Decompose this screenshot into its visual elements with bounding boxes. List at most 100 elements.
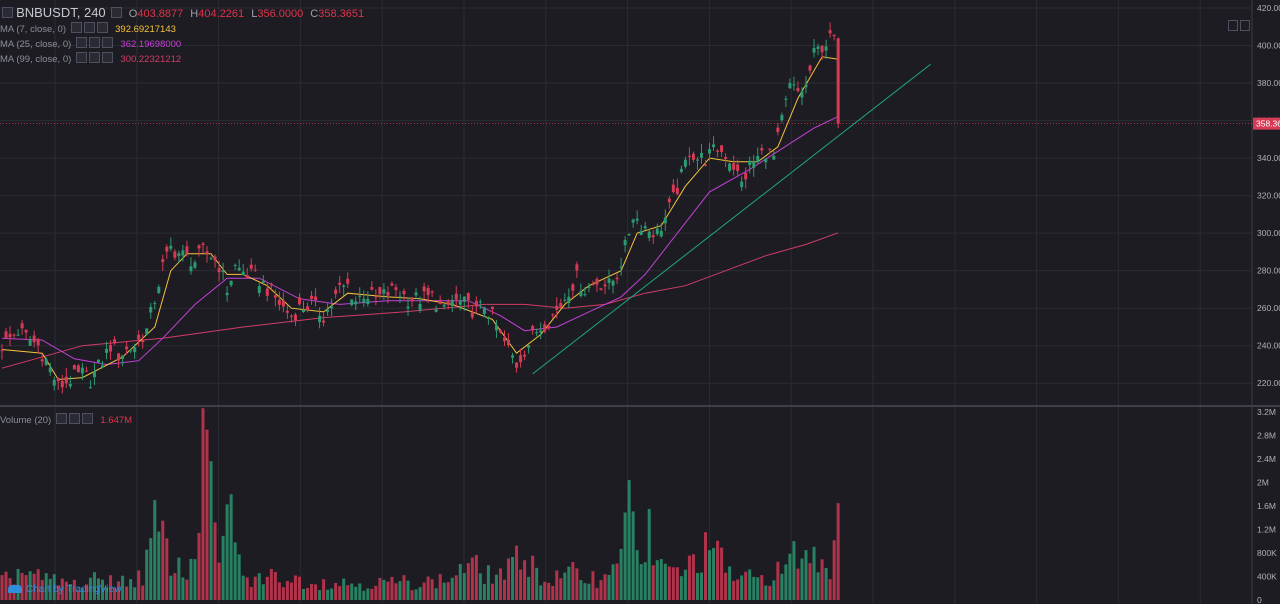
candle-body (724, 157, 728, 160)
volume-bar (820, 559, 824, 600)
settings-icon[interactable] (89, 52, 101, 63)
candle-body (338, 282, 342, 285)
volume-bar (306, 587, 310, 600)
volume-bar (64, 581, 68, 600)
volume-bar (297, 576, 301, 600)
volume-bar (88, 577, 92, 600)
price-tick-label: 380.00 (1257, 78, 1280, 88)
minimize-icon[interactable] (1240, 20, 1250, 31)
candle-body (511, 355, 515, 358)
volume-bar (667, 566, 671, 600)
candle-body (398, 296, 402, 298)
volume-bar (229, 494, 233, 600)
volume-bar (80, 588, 84, 600)
volume-bar (52, 574, 56, 600)
volume-bar (374, 585, 378, 600)
volume-bar (137, 570, 141, 600)
candle-body (643, 226, 647, 229)
volume-bar (390, 576, 394, 600)
candle-body (551, 314, 555, 316)
candle-body (358, 295, 362, 297)
volume-bar (462, 573, 466, 600)
candle-body (209, 258, 213, 260)
candle-body (503, 337, 506, 342)
maximize-icon[interactable] (1228, 20, 1238, 31)
volume-bar (177, 557, 181, 600)
close-icon[interactable] (82, 413, 94, 424)
volume-bar (498, 568, 502, 600)
eye-icon[interactable] (76, 37, 88, 48)
volume-bar (792, 541, 796, 600)
candle-body (595, 279, 599, 285)
volume-tick-label: 1.6M (1257, 501, 1276, 511)
ma7-legend: MA (7, close, 0) 392.69217143 (0, 22, 176, 37)
eye-icon[interactable] (71, 22, 83, 33)
settings-icon[interactable] (84, 22, 96, 33)
volume-bar (225, 504, 229, 600)
volume-bar (539, 585, 543, 600)
volume-bar (56, 585, 60, 600)
candle-body (639, 231, 643, 236)
candle-body (498, 330, 502, 333)
volume-bar (442, 582, 446, 600)
volume-bar (507, 558, 511, 600)
volume-bar (310, 584, 314, 600)
candle-body (137, 334, 141, 340)
settings-icon[interactable] (69, 413, 81, 424)
volume-bar (402, 575, 406, 600)
candle-body (153, 303, 157, 305)
candle-body (764, 158, 768, 163)
last-price-badge (1253, 117, 1280, 130)
close-icon[interactable] (102, 37, 114, 48)
candle-body (32, 335, 36, 343)
candle-body (201, 243, 205, 246)
candle-body (587, 286, 591, 288)
candle-body (740, 181, 744, 188)
volume-bar (651, 565, 655, 600)
close-icon[interactable] (97, 22, 109, 33)
eye-icon[interactable] (76, 52, 88, 63)
settings-icon[interactable] (89, 37, 101, 48)
close-icon[interactable] (102, 52, 114, 63)
candle-body (523, 354, 527, 357)
volume-bar (523, 560, 527, 600)
candle-body (285, 310, 289, 313)
candle-body (109, 345, 113, 352)
volume-bar (631, 511, 635, 600)
candle-body (253, 269, 257, 271)
candle-body (16, 334, 20, 336)
price-tick-label: 220.00 (1257, 378, 1280, 388)
collapse-icon[interactable] (2, 7, 13, 18)
volume-bar (60, 578, 64, 600)
volume-bar (647, 508, 651, 600)
price-tick-label: 260.00 (1257, 303, 1280, 313)
volume-tick-label: 2M (1257, 478, 1269, 488)
candle-body (720, 145, 724, 152)
candle-body (704, 164, 707, 166)
candle-body (213, 256, 217, 261)
tradingview-brand[interactable]: Chart by TradingView (8, 584, 121, 595)
volume-bar (117, 581, 121, 600)
candle-body (531, 326, 535, 331)
eye-icon[interactable] (56, 413, 68, 424)
settings-icon[interactable] (110, 7, 122, 18)
volume-bar (527, 576, 531, 600)
volume-bar (482, 583, 486, 600)
candle-body (322, 320, 326, 323)
candle-body (121, 355, 125, 359)
volume-bar (728, 566, 732, 600)
candle-body (635, 218, 639, 221)
volume-bar (800, 558, 804, 600)
candle-body (507, 339, 511, 346)
volume-bar (446, 582, 450, 600)
volume-bar (639, 564, 643, 600)
volume-bar (322, 579, 326, 600)
candle-body (64, 376, 68, 384)
candle-body (297, 297, 301, 305)
candle-body (197, 245, 201, 249)
candle-body (189, 266, 193, 272)
candle-body (728, 163, 732, 171)
candle-body (101, 365, 104, 368)
volume-tick-label: 400K (1257, 572, 1277, 582)
